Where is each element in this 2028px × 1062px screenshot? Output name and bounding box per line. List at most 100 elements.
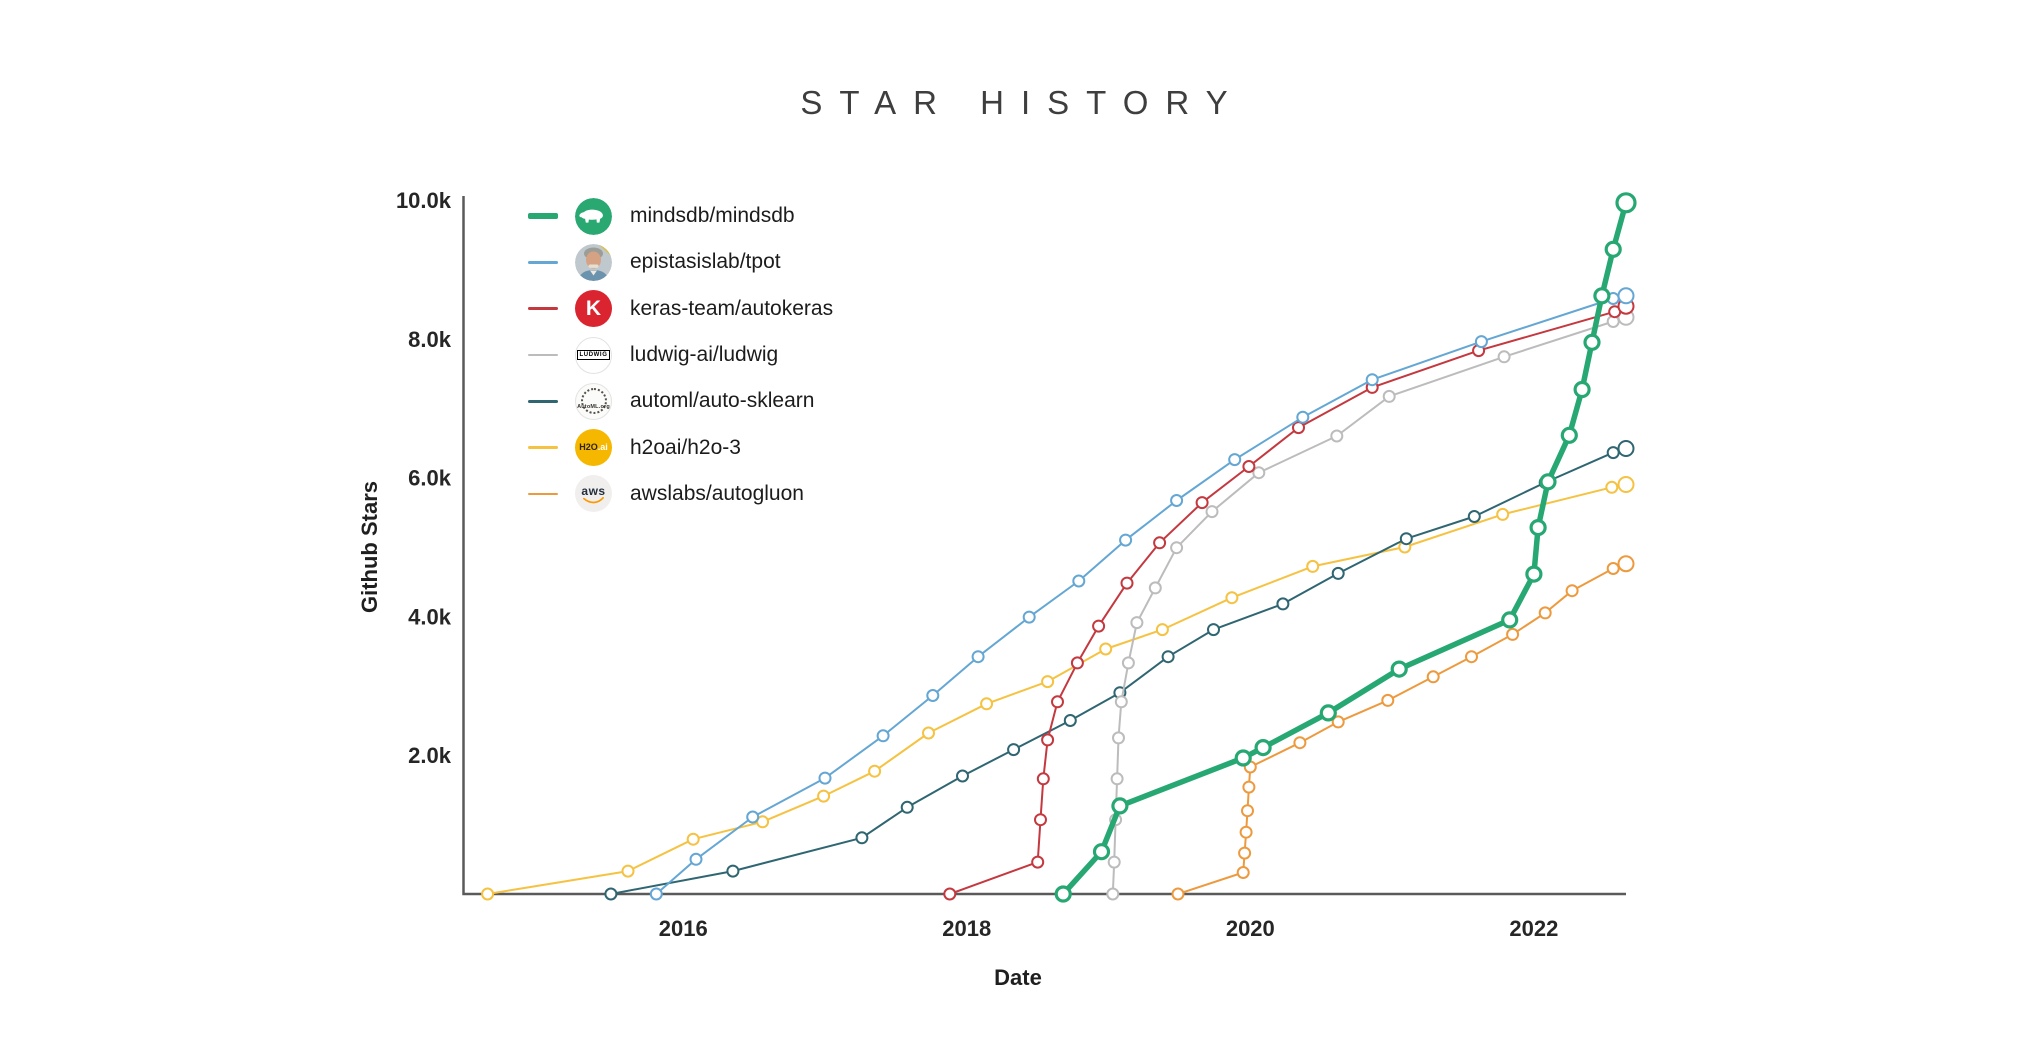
legend-item-epistasislab/tpot[interactable]: epistasislab/tpot xyxy=(528,239,833,285)
data-point-marker xyxy=(1041,675,1055,689)
legend-line-swatch xyxy=(528,492,558,496)
series-epistasislab/tpot xyxy=(649,287,1635,901)
data-point-marker xyxy=(1171,887,1185,901)
data-point-marker xyxy=(1381,693,1395,707)
data-point-marker xyxy=(1365,373,1379,387)
data-point-marker xyxy=(1390,660,1408,678)
series-endpoint-marker xyxy=(1617,476,1635,493)
data-point-marker xyxy=(1330,429,1344,443)
data-point-marker xyxy=(1130,616,1144,630)
auto-sklearn-avatar: AutoML.org xyxy=(575,382,612,420)
data-point-marker xyxy=(1331,566,1345,580)
data-point-marker xyxy=(1604,240,1622,258)
series-endpoint-marker xyxy=(1617,440,1635,457)
data-point-marker xyxy=(1496,507,1510,521)
data-point-marker xyxy=(746,810,760,824)
legend-label: mindsdb/mindsdb xyxy=(630,204,795,228)
legend-item-automl/auto-sklearn[interactable]: AutoML.org automl/auto-sklearn xyxy=(528,378,833,424)
data-point-marker xyxy=(1399,532,1413,546)
y-axis-tick-label: 8.0k xyxy=(408,327,452,352)
data-point-marker xyxy=(1565,584,1579,598)
legend-line-swatch xyxy=(528,400,558,403)
data-point-marker xyxy=(1161,650,1175,664)
series-line xyxy=(1177,562,1627,895)
data-point-marker xyxy=(1593,287,1611,305)
data-point-marker xyxy=(817,789,831,803)
data-point-marker xyxy=(1506,627,1520,641)
data-point-marker xyxy=(1529,518,1547,537)
avatar-letter: K xyxy=(585,296,602,320)
series-endpoint-marker xyxy=(1617,555,1635,573)
data-point-marker xyxy=(1605,480,1619,494)
x-axis-title: Date xyxy=(994,965,1042,990)
data-point-marker xyxy=(1007,743,1021,757)
mindsdb-bear-avatar xyxy=(575,197,612,235)
legend-item-h2oai/h2o-3[interactable]: H2O .ai h2oai/h2o-3 xyxy=(528,424,833,470)
data-point-marker xyxy=(1121,656,1135,670)
legend-line-swatch xyxy=(528,213,558,220)
avatar-text: LUDWIG xyxy=(576,350,611,361)
data-point-marker xyxy=(971,650,985,664)
data-point-marker xyxy=(1501,611,1519,629)
x-axis-tick-label: 2018 xyxy=(942,916,991,941)
data-point-marker xyxy=(1242,460,1256,473)
data-point-marker xyxy=(922,726,935,740)
data-point-marker xyxy=(756,815,770,829)
page-title: STAR HISTORY xyxy=(800,84,1245,121)
legend-item-mindsdb/mindsdb[interactable]: mindsdb/mindsdb xyxy=(528,193,833,239)
data-point-marker xyxy=(818,771,832,785)
series-h2oai/h2o-3 xyxy=(481,476,1635,901)
data-point-marker xyxy=(1331,715,1345,729)
data-point-marker xyxy=(1276,597,1290,611)
series-line xyxy=(486,483,1627,895)
data-point-marker xyxy=(1539,473,1557,491)
data-point-marker xyxy=(1207,623,1220,637)
data-point-marker xyxy=(1606,562,1620,575)
data-point-marker xyxy=(956,769,969,783)
data-point-marker xyxy=(1238,846,1252,860)
data-point-marker xyxy=(1111,797,1129,815)
data-point-marker xyxy=(1234,749,1252,767)
series-awslabs/autogluon xyxy=(1171,555,1635,901)
data-point-marker xyxy=(1583,333,1601,351)
data-point-marker xyxy=(1465,650,1478,664)
h2o-avatar: H2O .ai xyxy=(575,429,612,467)
data-point-marker xyxy=(1239,825,1253,839)
legend-item-ludwig-ai/ludwig[interactable]: LUDWIG ludwig-ai/ludwig xyxy=(528,332,833,378)
data-point-marker xyxy=(1170,494,1184,507)
data-point-marker xyxy=(621,864,635,878)
data-point-marker xyxy=(926,689,940,702)
data-point-marker xyxy=(1560,426,1578,444)
data-point-marker xyxy=(1426,670,1440,684)
data-point-marker xyxy=(1099,642,1113,656)
legend-line-swatch xyxy=(528,261,558,264)
data-point-marker xyxy=(1254,738,1272,757)
data-point-marker xyxy=(868,764,882,778)
series-endpoint-marker xyxy=(1617,287,1635,305)
data-point-marker xyxy=(481,887,495,901)
x-axis-tick-label: 2022 xyxy=(1509,916,1558,941)
data-point-marker xyxy=(689,852,703,866)
data-point-marker xyxy=(1292,421,1305,435)
data-point-marker xyxy=(1293,736,1307,750)
legend-label: awslabs/autogluon xyxy=(630,481,804,505)
data-point-marker xyxy=(1225,591,1239,605)
data-point-marker xyxy=(1170,541,1184,555)
data-point-marker xyxy=(1195,496,1209,510)
data-point-marker xyxy=(1252,466,1266,480)
data-point-marker xyxy=(1120,576,1134,590)
data-point-marker xyxy=(726,864,740,878)
series-keras-team/autokeras xyxy=(943,297,1635,901)
legend-line-swatch xyxy=(528,353,558,357)
data-point-marker xyxy=(1606,446,1620,460)
axes xyxy=(462,196,1626,896)
legend-item-awslabs/autogluon[interactable]: aws awslabs/autogluon xyxy=(528,471,833,517)
legend-label: epistasislab/tpot xyxy=(630,250,781,274)
data-point-marker xyxy=(1525,565,1543,583)
data-point-marker xyxy=(1573,380,1591,399)
series-mindsdb/mindsdb xyxy=(1054,192,1637,903)
data-point-marker xyxy=(1228,453,1242,467)
